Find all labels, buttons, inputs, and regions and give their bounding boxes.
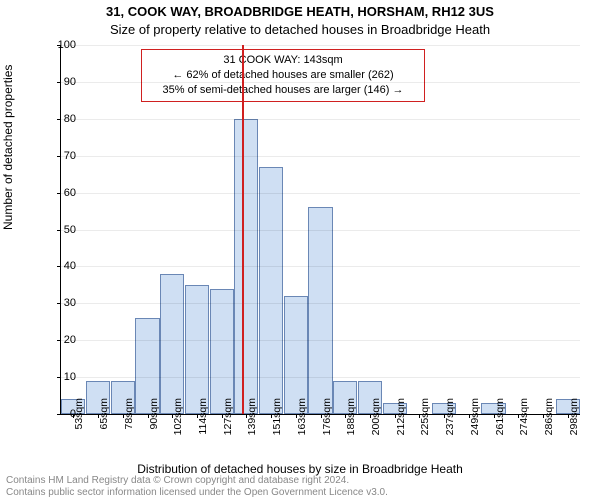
marker-line [242,45,244,414]
xtick-label: 249sqm [469,398,481,442]
xtick-label: 114sqm [197,398,209,442]
ytick-label: 100 [46,39,76,51]
gridline [61,377,580,378]
footer-line-1: Contains HM Land Registry data © Crown c… [6,475,388,487]
histogram-bar [284,296,308,414]
plot-area: 31 COOK WAY: 143sqm ← 62% of detached ho… [60,45,580,415]
ytick-label: 20 [46,334,76,346]
y-axis-label: Number of detached properties [1,65,15,230]
gridline [61,156,580,157]
xtick-label: 127sqm [222,398,234,442]
attribution-footer: Contains HM Land Registry data © Crown c… [6,475,388,498]
xtick-label: 163sqm [296,398,308,442]
gridline [61,119,580,120]
xtick-label: 65sqm [98,398,110,442]
xtick-label: 90sqm [148,398,160,442]
ytick-label: 30 [46,297,76,309]
chart-subtitle: Size of property relative to detached ho… [0,22,600,37]
gridline [61,45,580,46]
xtick-label: 298sqm [568,398,580,442]
callout-line-3: 35% of semi-detached houses are larger (… [148,83,418,98]
ytick-label: 40 [46,260,76,272]
marker-callout: 31 COOK WAY: 143sqm ← 62% of detached ho… [141,49,425,102]
histogram-bar [210,289,234,414]
gridline [61,266,580,267]
xtick-label: 78sqm [123,398,135,442]
chart-title-address: 31, COOK WAY, BROADBRIDGE HEATH, HORSHAM… [0,4,600,19]
xtick-label: 188sqm [345,398,357,442]
xtick-label: 176sqm [321,398,333,442]
ytick-label: 60 [46,187,76,199]
xtick-label: 225sqm [419,398,431,442]
xtick-label: 274sqm [518,398,530,442]
callout-line-1: 31 COOK WAY: 143sqm [148,53,418,68]
xtick-label: 102sqm [172,398,184,442]
callout-line-2: ← 62% of detached houses are smaller (26… [148,68,418,83]
gridline [61,303,580,304]
xtick-label: 212sqm [395,398,407,442]
gridline [61,340,580,341]
xtick-label: 139sqm [246,398,258,442]
gridline [61,82,580,83]
xtick-label: 200sqm [370,398,382,442]
gridline [61,230,580,231]
xtick-label: 286sqm [543,398,555,442]
ytick-label: 50 [46,224,76,236]
xtick-label: 53sqm [73,398,85,442]
gridline [61,193,580,194]
ytick-label: 80 [46,113,76,125]
ytick-label: 10 [46,371,76,383]
histogram-bar [160,274,184,414]
xtick-label: 237sqm [444,398,456,442]
xtick-label: 261sqm [494,398,506,442]
ytick-label: 90 [46,76,76,88]
ytick-label: 70 [46,150,76,162]
xtick-label: 151sqm [271,398,283,442]
ytick-label: 0 [46,408,76,420]
x-axis-label: Distribution of detached houses by size … [0,462,600,476]
histogram-bar [308,207,332,414]
footer-line-2: Contains public sector information licen… [6,487,388,499]
